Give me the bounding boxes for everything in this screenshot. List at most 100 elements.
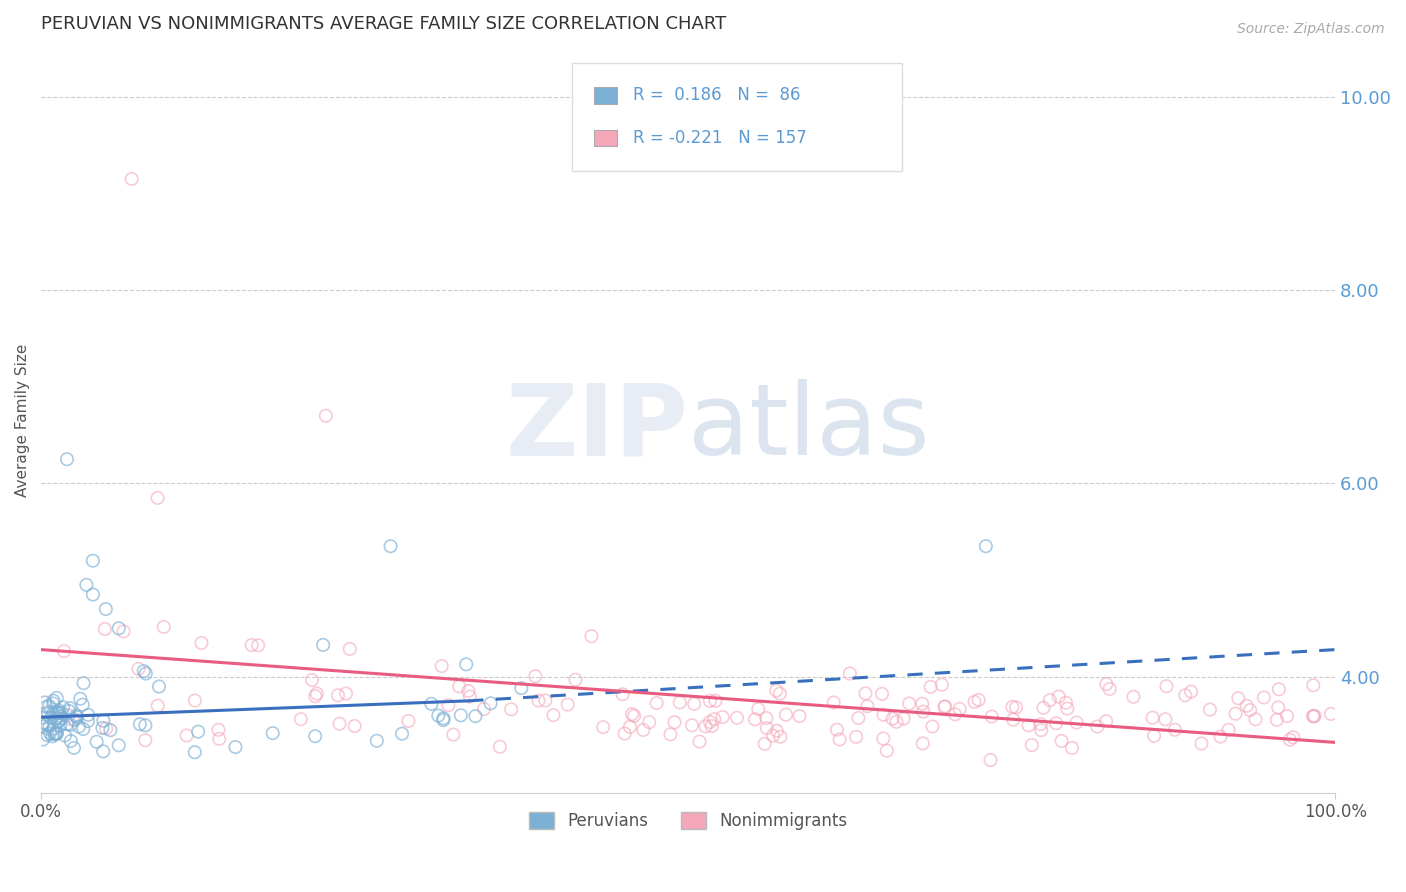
Point	[510, 681, 533, 695]
Point	[1268, 682, 1291, 697]
Point	[52, 700, 75, 714]
Point	[59, 701, 82, 715]
Point	[855, 686, 877, 700]
Point	[893, 712, 915, 726]
Point	[1154, 712, 1177, 726]
Point	[315, 409, 337, 423]
Point	[825, 723, 848, 737]
Point	[974, 539, 997, 553]
Point	[91, 721, 114, 735]
Point	[76, 714, 98, 728]
Point	[1054, 696, 1077, 710]
Point	[479, 696, 502, 710]
Point	[31, 719, 53, 733]
Point	[48, 704, 70, 718]
Y-axis label: Average Family Size: Average Family Size	[15, 343, 30, 497]
Point	[328, 716, 350, 731]
Point	[931, 678, 953, 692]
Point	[1032, 700, 1054, 714]
Point	[46, 714, 69, 729]
Point	[704, 694, 727, 708]
Point	[1302, 709, 1324, 723]
Text: R =  0.186   N =  86: R = 0.186 N = 86	[633, 87, 800, 104]
Point	[427, 708, 450, 723]
Point	[1199, 702, 1222, 716]
Point	[63, 712, 86, 726]
Point	[921, 719, 943, 733]
Point	[432, 711, 454, 725]
Point	[187, 724, 209, 739]
Point	[557, 698, 579, 712]
Point	[44, 727, 66, 741]
Point	[432, 713, 454, 727]
Point	[339, 642, 361, 657]
Point	[107, 739, 129, 753]
Point	[621, 707, 644, 722]
Point	[765, 683, 787, 698]
Point	[134, 718, 156, 732]
Point	[67, 719, 90, 733]
Point	[326, 688, 349, 702]
Point	[911, 697, 934, 711]
Point	[645, 696, 668, 710]
Point	[121, 172, 143, 186]
Point	[700, 719, 723, 733]
Point	[441, 728, 464, 742]
Point	[69, 691, 91, 706]
Point	[91, 714, 114, 728]
Point	[450, 708, 472, 723]
Point	[63, 740, 86, 755]
Point	[1142, 711, 1164, 725]
Point	[72, 698, 94, 712]
Point	[35, 717, 58, 731]
Point	[1029, 717, 1052, 731]
Point	[1002, 713, 1025, 727]
Point	[132, 664, 155, 678]
Point	[366, 733, 388, 747]
Point	[391, 727, 413, 741]
Point	[1227, 691, 1250, 706]
Point	[1278, 732, 1301, 747]
Point	[39, 711, 62, 725]
Point	[59, 718, 82, 732]
Point	[744, 712, 766, 726]
Point	[86, 735, 108, 749]
Point	[472, 702, 495, 716]
Point	[32, 711, 55, 725]
Point	[633, 723, 655, 737]
Point	[128, 717, 150, 731]
Point	[62, 713, 84, 727]
Point	[456, 657, 478, 672]
Point	[1039, 693, 1062, 707]
Point	[305, 687, 328, 701]
Point	[94, 622, 117, 636]
Point	[94, 602, 117, 616]
Point	[564, 673, 586, 687]
Point	[42, 706, 65, 721]
Point	[1209, 730, 1232, 744]
Point	[872, 707, 894, 722]
Point	[146, 698, 169, 713]
Point	[1056, 701, 1078, 715]
Point	[312, 638, 335, 652]
Point	[1282, 730, 1305, 744]
Point	[980, 709, 1002, 723]
Point	[845, 730, 868, 744]
Point	[100, 723, 122, 738]
Point	[1095, 677, 1118, 691]
Point	[898, 697, 921, 711]
Point	[755, 711, 778, 725]
Point	[699, 694, 721, 708]
Point	[420, 697, 443, 711]
Point	[208, 731, 231, 746]
Point	[1143, 729, 1166, 743]
Point	[46, 706, 69, 720]
Point	[488, 739, 510, 754]
Text: PERUVIAN VS NONIMMIGRANTS AVERAGE FAMILY SIZE CORRELATION CHART: PERUVIAN VS NONIMMIGRANTS AVERAGE FAMILY…	[41, 15, 727, 33]
Point	[912, 705, 935, 719]
Point	[380, 539, 402, 553]
Point	[1174, 688, 1197, 702]
Point	[75, 578, 97, 592]
Point	[1001, 699, 1024, 714]
Point	[681, 718, 703, 732]
